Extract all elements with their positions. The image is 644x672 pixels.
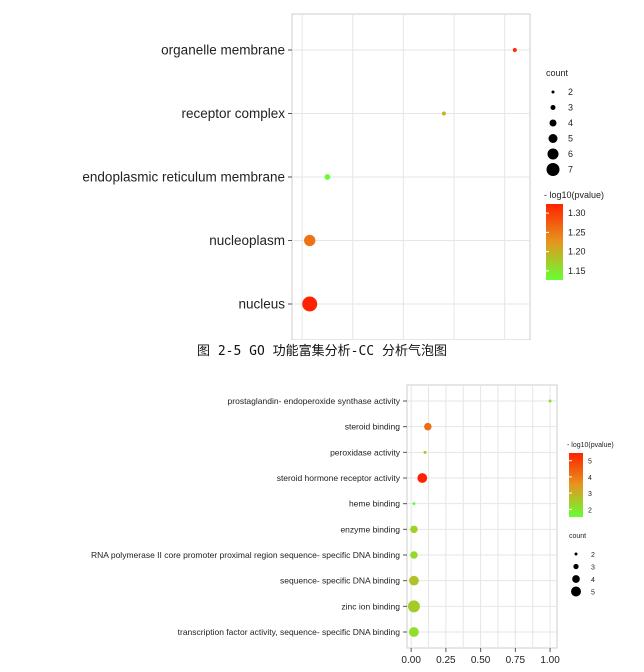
mf-category-label: prostaglandin- endoperoxide synthase act… [228, 396, 401, 406]
mf-x-tick-label: 0.00 [401, 655, 421, 666]
mf-color-legend-label: 5 [588, 459, 592, 466]
mf-color-legend-label: 3 [588, 491, 592, 498]
mf-size-legend-label: 3 [591, 565, 595, 572]
mf-size-legend-dot [571, 586, 581, 597]
cc-size-legend-dot [547, 148, 559, 160]
cc-category-label: organelle membrane [161, 43, 285, 58]
mf-category-label: enzyme binding [340, 524, 400, 534]
mf-x-tick-label: 0.25 [436, 655, 456, 666]
cc-bubble [512, 48, 517, 52]
mf-bubble [407, 600, 420, 613]
mf-x-tick-label: 0.75 [506, 655, 526, 666]
cc-size-legend-label: 5 [568, 134, 573, 144]
mf-category-label: peroxidase activity [330, 447, 401, 457]
mf-bubble [410, 551, 418, 559]
mf-category-label: transcription factor activity, sequence-… [178, 627, 401, 637]
cc-bubble [302, 296, 318, 312]
mf-bubble [410, 525, 418, 534]
go-mf-bubble-chart: prostaglandin- endoperoxide synthase act… [91, 384, 614, 666]
mf-color-legend-bar [569, 453, 583, 517]
mf-size-legend-dot [574, 552, 578, 556]
cc-size-legend-label: 2 [568, 87, 573, 97]
mf-plot-area [406, 384, 558, 649]
cc-bubble [441, 111, 446, 116]
cc-category-label: receptor complex [181, 106, 285, 121]
cc-size-legend-dot [549, 119, 557, 127]
mf-bubble [417, 473, 428, 483]
mf-category-label: sequence- specific DNA binding [280, 576, 400, 586]
cc-color-legend-bar [546, 204, 563, 280]
mf-category-label: RNA polymerase II core promoter proximal… [91, 550, 400, 560]
mf-category-label: steroid binding [345, 422, 401, 432]
cc-size-legend-label: 7 [568, 165, 573, 175]
cc-color-legend-label: 1.30 [568, 208, 586, 218]
mf-size-legend-label: 4 [591, 577, 595, 584]
figure-caption: 图 2-5 GO 功能富集分析-CC 分析气泡图 [197, 344, 447, 359]
cc-size-legend-dot [550, 105, 556, 110]
mf-x-tick-label: 0.50 [471, 655, 491, 666]
mf-color-legend-label: 2 [588, 507, 592, 514]
mf-color-legend-label: 4 [588, 475, 592, 482]
mf-size-legend-label: 5 [591, 590, 595, 597]
mf-bubble [409, 627, 419, 637]
mf-color-legend-title: - log10(pvalue) [567, 442, 614, 449]
cc-category-label: endoplasmic reticulum membrane [82, 170, 285, 185]
mf-category-label: steroid hormone receptor activity [277, 473, 401, 483]
cc-bubble [304, 234, 316, 247]
cc-size-legend-dot [551, 90, 555, 94]
mf-bubble [424, 422, 432, 431]
cc-bubble [324, 174, 331, 180]
cc-color-legend-label: 1.15 [568, 266, 586, 276]
mf-bubble [548, 399, 552, 403]
cc-size-legend-label: 3 [568, 103, 573, 113]
cc-category-label: nucleus [238, 297, 285, 312]
mf-category-label: heme binding [349, 499, 400, 509]
mf-bubble [409, 575, 419, 586]
cc-size-legend-dot [548, 134, 558, 143]
cc-size-legend-dot [546, 163, 560, 176]
mf-size-legend-dot [572, 575, 580, 583]
cc-size-legend-title: count [546, 68, 569, 78]
cc-color-legend-label: 1.25 [568, 227, 586, 237]
mf-category-label: zinc ion binding [341, 601, 400, 611]
mf-size-legend-label: 2 [591, 552, 595, 559]
mf-x-tick-label: 1.00 [540, 655, 560, 666]
mf-size-legend-title: count [569, 533, 586, 540]
cc-size-legend-label: 4 [568, 118, 573, 128]
cc-size-legend-label: 6 [568, 149, 573, 159]
cc-color-legend-label: 1.20 [568, 247, 586, 257]
mf-bubble [412, 502, 416, 506]
cc-color-legend-title: - log10(pvalue) [544, 190, 604, 200]
go-cc-bubble-chart: organelle membrane receptor complex endopl… [82, 13, 604, 340]
mf-size-legend-dot [573, 563, 579, 570]
cc-category-label: nucleoplasm [209, 233, 285, 248]
mf-bubble [423, 450, 427, 454]
